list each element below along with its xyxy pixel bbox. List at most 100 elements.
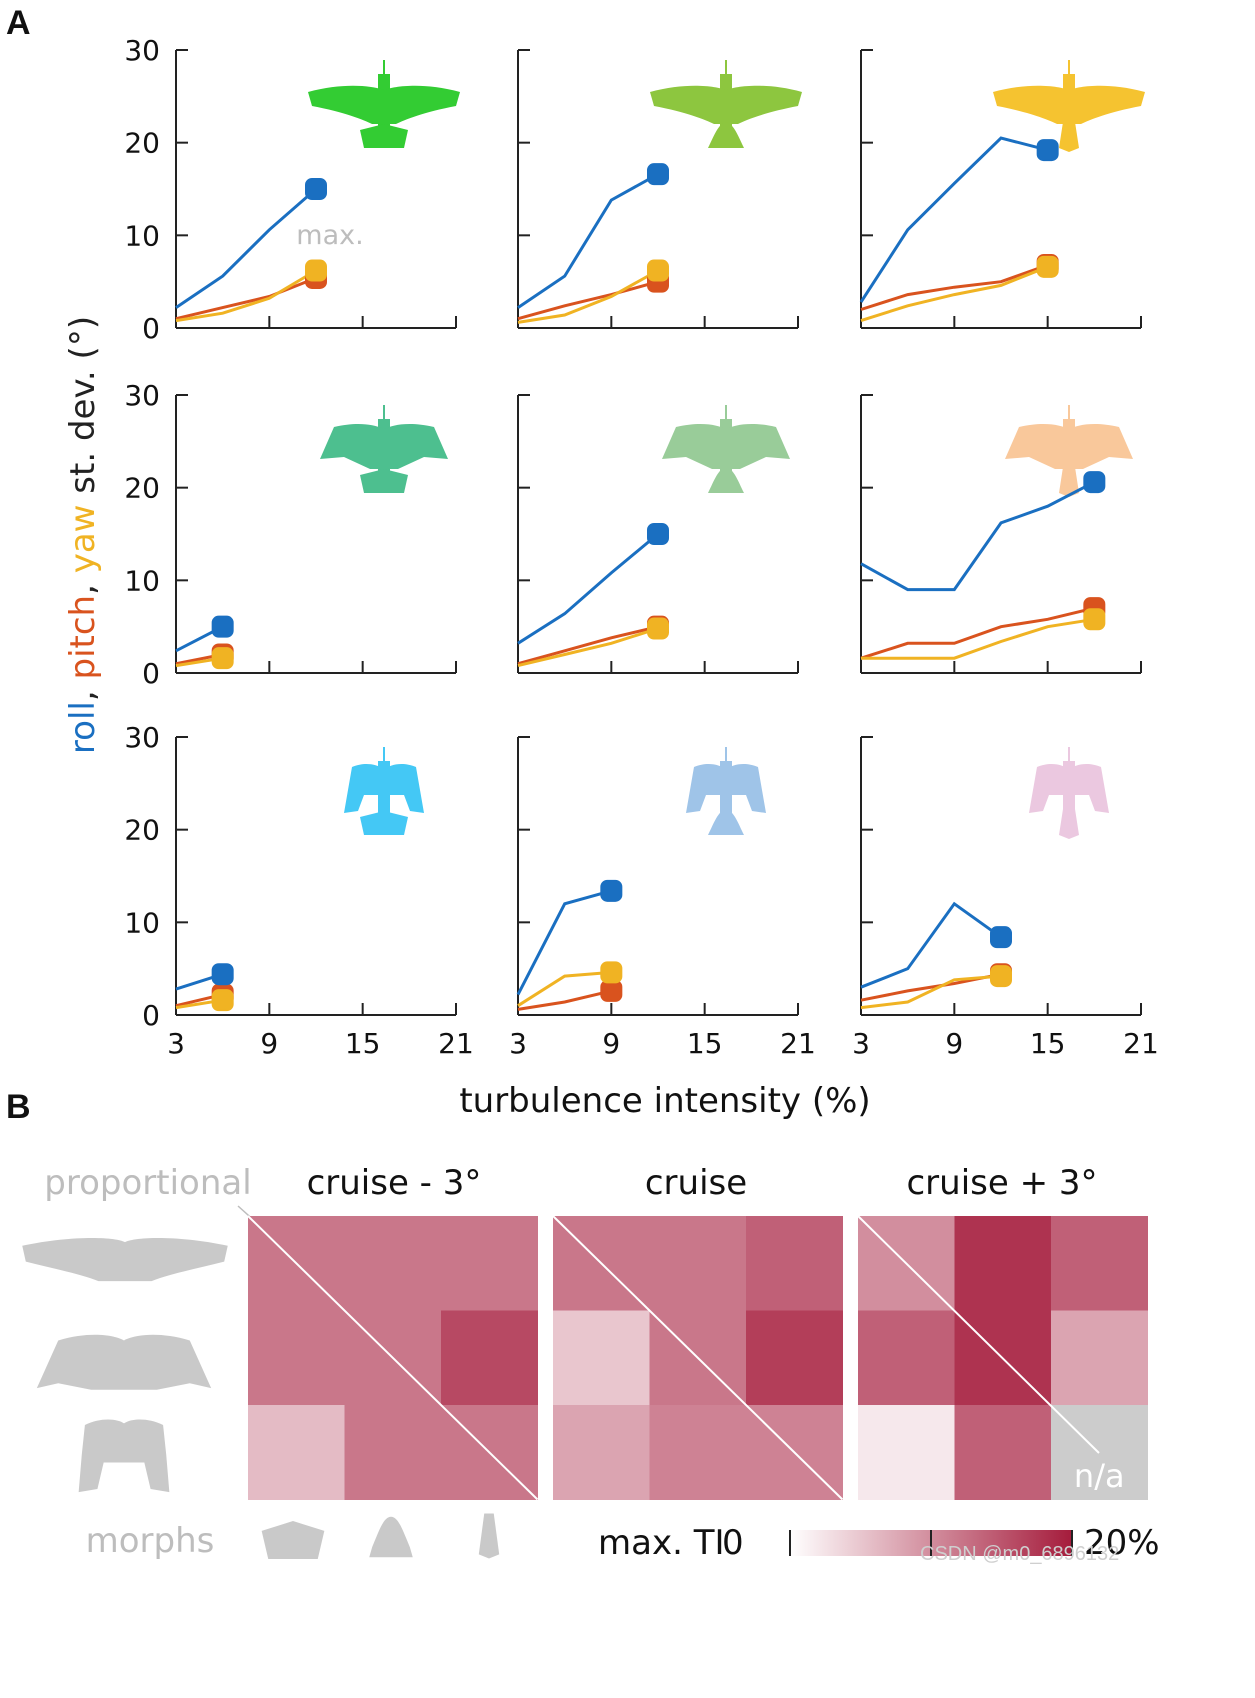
proportional-label: proportional (44, 1163, 251, 1203)
line-panel-3-2: 3 9 15 21 (509, 736, 816, 1060)
x-tick-label: 3 (852, 1027, 870, 1060)
bird-silhouette-icon (686, 747, 766, 835)
series-line-roll (860, 901, 1002, 989)
x-tick-label: 21 (1123, 1027, 1159, 1060)
series-max-marker-roll (305, 178, 327, 200)
heatmap-cell (344, 1405, 442, 1500)
series-max-marker-roll (211, 615, 234, 638)
bird-silhouette-icon (320, 405, 448, 493)
heatmap-cell (954, 1216, 1052, 1311)
series-line-pitch (517, 280, 659, 321)
bird-silhouette-icon (344, 747, 424, 835)
series-line-yaw (860, 974, 1002, 1010)
heatmap-cell (1051, 1310, 1148, 1406)
heatmap-cell (746, 1216, 843, 1311)
series-line-yaw (517, 269, 659, 324)
panel-letter-a: A (6, 4, 31, 42)
line-panel-3-3: 3 9 15 21 (852, 736, 1159, 1060)
series-max-marker-yaw (305, 259, 327, 282)
heatmap-cell (746, 1310, 843, 1406)
y-axis-title-part: roll (63, 701, 103, 754)
bird-silhouette-icon (308, 60, 460, 148)
bird-silhouette-icon (993, 60, 1145, 152)
y-tick-label: 0 (142, 312, 160, 345)
series-line-yaw (517, 627, 659, 668)
x-tick-label: 15 (1030, 1027, 1066, 1060)
tail-morph-narrow-icon (478, 1513, 500, 1559)
proportional-diagonal (552, 1215, 844, 1501)
proportional-diagonal (247, 1215, 539, 1501)
heatmap-cell (553, 1310, 650, 1406)
series-max-marker-yaw (211, 647, 234, 670)
line-panels-grid: 0 10 20 30 0 10 20 30 0 10 20 30 3 9 15 21 3 9 15 21 3 9 15 21 (124, 34, 1158, 1060)
series-max-marker-roll (990, 926, 1012, 949)
x-tick-label: 3 (167, 1027, 185, 1060)
y-tick-label: 30 (124, 379, 160, 412)
series-max-marker-yaw (1036, 255, 1059, 278)
line-panel-3-1: 0 10 20 30 3 9 15 21 (124, 721, 473, 1060)
y-tick-label: 0 (142, 657, 160, 690)
heatmap-cell (858, 1405, 955, 1500)
y-tick-label: 0 (142, 999, 160, 1032)
x-tick-label: 3 (509, 1027, 527, 1060)
na-label: n/a (1074, 1457, 1125, 1495)
y-tick-label: 10 (124, 906, 160, 939)
series-max-marker-yaw (990, 965, 1012, 988)
heatmap-cell (954, 1405, 1052, 1500)
y-axis-title-part: , (63, 573, 103, 595)
line-panel-1-3 (859, 49, 1145, 329)
series-line-yaw (517, 970, 612, 1007)
heatmap-cell (553, 1405, 650, 1500)
morphs-label: morphs (86, 1521, 215, 1561)
x-tick-label: 9 (602, 1027, 620, 1060)
watermark: CSDN @m0_6896132 (920, 1543, 1119, 1565)
y-axis-title-part: , (63, 680, 103, 702)
bird-silhouette-icon (1029, 747, 1109, 839)
series-max-marker-roll (211, 963, 234, 986)
tail-morph-fan-icon (261, 1521, 325, 1559)
y-tick-label: 20 (124, 127, 160, 160)
line-panel-2-2 (517, 394, 799, 674)
condition-label-cruise-plus-3: cruise + 3° (906, 1163, 1097, 1203)
series-max-marker-roll (647, 523, 669, 545)
series-max-marker-yaw (647, 259, 669, 282)
heatmap-cell (649, 1405, 747, 1500)
wing-morph-short-icon (78, 1419, 170, 1493)
series-line-roll (859, 136, 1049, 303)
wing-morph-long-icon (22, 1237, 228, 1282)
y-tick-label: 10 (124, 219, 160, 252)
heatmap-cell (344, 1216, 442, 1311)
series-line-roll (860, 480, 1095, 592)
bird-silhouette-icon (650, 60, 802, 148)
x-tick-label: 21 (780, 1027, 816, 1060)
colorbar-title: max. TI (598, 1523, 725, 1563)
series-max-marker-roll (1083, 471, 1106, 494)
heatmap-cell (441, 1216, 538, 1311)
x-tick-label: 9 (260, 1027, 278, 1060)
line-panel-2-1: 0 10 20 30 (124, 379, 457, 690)
heatmap-grid: n/a (247, 1215, 1148, 1501)
series-max-marker-yaw (211, 989, 234, 1012)
y-tick-label: 20 (124, 472, 160, 505)
series-line-roll (175, 187, 317, 309)
heatmap-cell (1051, 1216, 1148, 1311)
y-axis-title-part: st. dev. (°) (63, 316, 103, 505)
series-line-pitch (517, 989, 612, 1011)
x-tick-label: 21 (438, 1027, 474, 1060)
y-axis-title: roll, pitch, yaw st. dev. (°) (63, 316, 103, 754)
condition-label-cruise: cruise (645, 1163, 747, 1203)
y-tick-label: 30 (124, 721, 160, 754)
colorbar-max-label: 20% (1084, 1523, 1160, 1563)
bird-silhouette-icon (662, 405, 790, 493)
heatmap-cell (858, 1310, 955, 1406)
series-line-yaw (860, 265, 1049, 323)
y-tick-label: 10 (124, 564, 160, 597)
series-line-pitch (860, 606, 1095, 660)
proportional-diagonal (857, 1215, 1100, 1454)
series-max-marker-yaw (600, 961, 623, 984)
heatmap-cell (248, 1405, 345, 1500)
x-tick-label: 9 (945, 1027, 963, 1060)
line-panel-1-1: 0 10 20 30 (124, 34, 460, 345)
heatmap-2 (552, 1215, 844, 1501)
